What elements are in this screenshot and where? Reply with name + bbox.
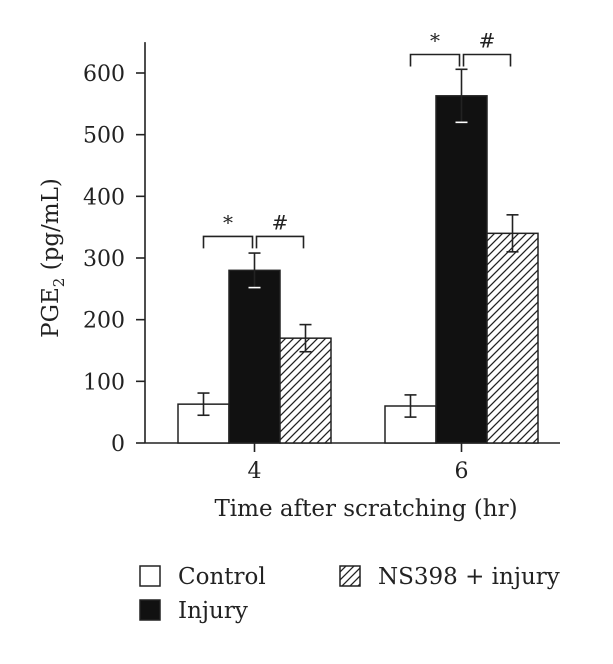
y-tick-label: 200: [83, 309, 125, 334]
y-tick-label: 300: [83, 247, 125, 272]
significance-label: #: [479, 29, 496, 53]
legend-label: Control: [178, 564, 266, 590]
bar-ns398-injury-4: [279, 337, 332, 444]
bar-injury-4: [228, 269, 281, 444]
significance-bracket: *: [409, 29, 461, 67]
legend-swatch: [139, 599, 161, 621]
bracket-line: [202, 235, 254, 249]
y-tick-label: 600: [83, 62, 125, 87]
y-axis-label: PGE2 (pg/mL): [38, 178, 68, 338]
bracket-line: [462, 53, 512, 67]
bracket-line: [255, 235, 305, 249]
x-axis-label: Time after scratching (hr): [214, 496, 517, 522]
legend-swatch: [139, 565, 161, 587]
x-tick-label: 4: [248, 459, 262, 484]
significance-bracket: #: [255, 210, 305, 249]
legend-item-injury: Injury: [139, 598, 248, 624]
legend-item-ns398-injury: NS398 + injury: [339, 564, 560, 590]
y-tick-label: 0: [111, 432, 125, 457]
significance-bracket: #: [462, 29, 512, 67]
significance-label: #: [272, 210, 289, 234]
significance-bracket: *: [202, 210, 254, 249]
legend-swatch: [339, 565, 361, 587]
y-tick-label: 500: [83, 124, 125, 149]
y-tick-label: 400: [83, 185, 125, 210]
bar-injury-6: [435, 95, 488, 444]
y-tick-label: 100: [83, 370, 125, 395]
bracket-line: [409, 53, 461, 67]
legend-item-control: Control: [139, 564, 266, 590]
significance-label: *: [430, 29, 440, 53]
legend-label: NS398 + injury: [378, 564, 560, 590]
legend-label: Injury: [178, 598, 248, 624]
x-tick-label: 6: [455, 459, 469, 484]
significance-label: *: [223, 210, 233, 234]
bar-ns398-injury-6: [486, 232, 539, 444]
